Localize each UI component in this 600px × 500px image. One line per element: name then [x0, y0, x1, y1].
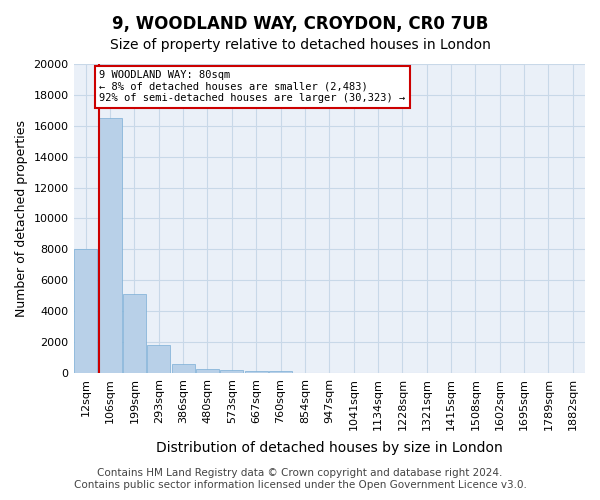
- Y-axis label: Number of detached properties: Number of detached properties: [15, 120, 28, 317]
- Text: 9, WOODLAND WAY, CROYDON, CR0 7UB: 9, WOODLAND WAY, CROYDON, CR0 7UB: [112, 15, 488, 33]
- Bar: [172, 364, 195, 373]
- Bar: [147, 345, 170, 373]
- Bar: [220, 370, 244, 373]
- Bar: [196, 368, 219, 373]
- Bar: [123, 294, 146, 373]
- Text: Size of property relative to detached houses in London: Size of property relative to detached ho…: [110, 38, 490, 52]
- Bar: [245, 371, 268, 373]
- Text: Contains HM Land Registry data © Crown copyright and database right 2024.
Contai: Contains HM Land Registry data © Crown c…: [74, 468, 526, 490]
- X-axis label: Distribution of detached houses by size in London: Distribution of detached houses by size …: [156, 441, 503, 455]
- Text: 9 WOODLAND WAY: 80sqm
← 8% of detached houses are smaller (2,483)
92% of semi-de: 9 WOODLAND WAY: 80sqm ← 8% of detached h…: [100, 70, 406, 103]
- Bar: [269, 372, 292, 373]
- Bar: [98, 118, 122, 373]
- Bar: [74, 248, 97, 373]
